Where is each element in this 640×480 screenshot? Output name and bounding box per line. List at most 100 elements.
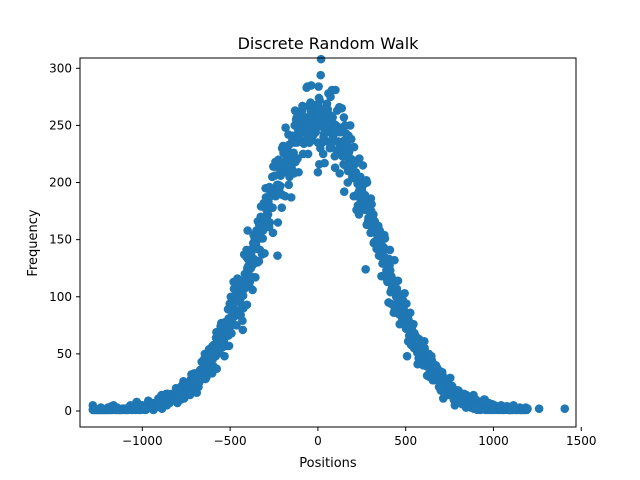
data-point — [369, 210, 378, 219]
data-point — [445, 373, 455, 383]
y-tick-label: 300 — [49, 61, 72, 75]
data-point — [402, 351, 412, 361]
data-point — [284, 180, 294, 190]
y-axis-label: Frequency — [26, 209, 41, 276]
data-point — [190, 374, 200, 384]
data-point — [260, 212, 270, 222]
data-point — [273, 251, 282, 260]
data-point — [506, 405, 516, 415]
data-point — [471, 403, 481, 412]
data-point — [383, 275, 393, 284]
data-point — [331, 126, 340, 136]
data-point — [337, 103, 347, 113]
data-point — [138, 403, 147, 412]
data-point — [489, 404, 498, 414]
data-point — [318, 149, 328, 159]
data-point — [227, 329, 236, 338]
data-point — [330, 163, 340, 172]
data-point — [390, 255, 399, 265]
data-point — [316, 54, 326, 64]
data-point — [311, 127, 321, 137]
data-point — [401, 321, 410, 330]
data-point — [185, 390, 195, 400]
y-tick-label: 150 — [49, 233, 72, 247]
data-point — [393, 276, 403, 286]
data-point — [248, 285, 257, 295]
plot-frame — [79, 57, 577, 428]
data-point — [238, 316, 247, 326]
data-point — [220, 351, 229, 361]
data-point — [277, 203, 287, 212]
x-tick-label: −1000 — [122, 434, 163, 448]
data-point — [326, 92, 335, 102]
data-point — [243, 226, 252, 235]
data-point — [385, 245, 395, 255]
data-point — [254, 257, 264, 266]
data-point — [560, 404, 570, 414]
data-point — [281, 123, 290, 132]
data-point — [232, 321, 241, 330]
y-tick-label: 0 — [64, 404, 72, 418]
x-axis-ticks: −1000 −500 0 500 1000 1500 — [122, 427, 597, 448]
data-point — [258, 234, 268, 243]
data-point — [315, 95, 324, 105]
data-point — [294, 167, 303, 177]
data-point — [339, 187, 349, 196]
data-point — [238, 325, 248, 335]
data-point — [348, 166, 358, 176]
data-point — [224, 341, 234, 351]
data-point — [366, 218, 375, 227]
x-tick-label: 1000 — [478, 434, 509, 448]
data-point — [320, 158, 329, 168]
data-point — [306, 81, 316, 90]
data-point — [278, 161, 288, 170]
data-point — [380, 234, 390, 243]
data-point — [335, 169, 344, 178]
data-point — [273, 218, 283, 227]
x-tick-label: −500 — [214, 434, 247, 448]
data-point — [265, 218, 275, 227]
data-point — [454, 397, 463, 407]
data-point — [260, 249, 269, 258]
data-point — [420, 337, 429, 346]
data-point — [400, 289, 409, 298]
data-point — [251, 273, 260, 282]
data-point — [339, 113, 349, 122]
data-point — [418, 361, 428, 370]
data-point — [349, 142, 359, 152]
data-point — [242, 300, 252, 310]
y-tick-label: 50 — [57, 347, 72, 361]
data-point — [243, 263, 252, 273]
data-point — [358, 161, 368, 170]
data-point — [367, 199, 376, 209]
data-point — [155, 399, 165, 409]
data-point — [111, 404, 121, 414]
chart-title: Discrete Random Walk — [238, 34, 420, 53]
data-point — [173, 390, 182, 400]
data-point — [436, 383, 446, 393]
data-point — [208, 355, 217, 364]
data-point — [523, 404, 532, 414]
data-point — [313, 167, 323, 177]
data-point — [96, 403, 106, 412]
data-point — [402, 299, 411, 308]
data-point — [346, 134, 356, 144]
data-point — [328, 113, 337, 122]
y-tick-label: 100 — [49, 290, 72, 304]
data-point — [345, 121, 355, 130]
data-point — [268, 203, 277, 212]
x-axis-label: Positions — [299, 456, 357, 471]
data-point — [238, 291, 248, 300]
data-point — [316, 70, 326, 80]
data-point — [314, 82, 323, 91]
data-point — [361, 265, 370, 274]
data-point — [303, 149, 313, 159]
data-point — [409, 319, 418, 329]
data-point — [355, 154, 364, 163]
data-point — [534, 404, 544, 414]
data-point — [298, 101, 307, 111]
x-tick-label: 1500 — [566, 434, 597, 448]
data-point — [276, 181, 285, 191]
data-point — [296, 126, 305, 136]
